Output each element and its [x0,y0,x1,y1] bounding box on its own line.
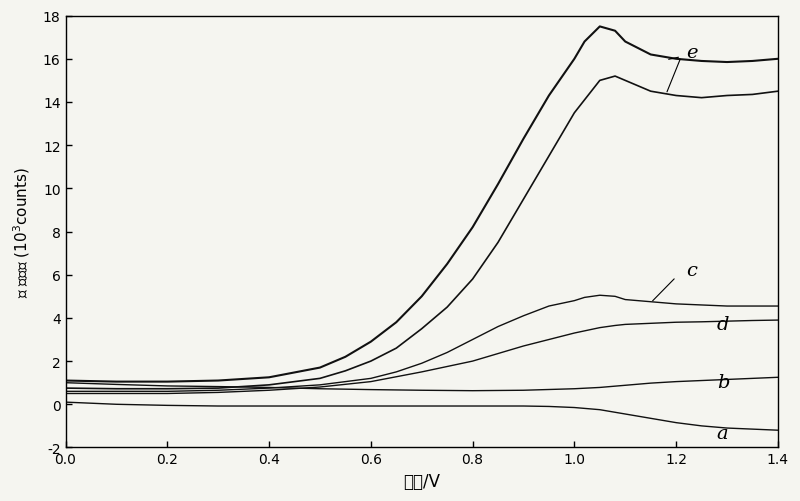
Text: a: a [717,424,729,442]
X-axis label: 电位/V: 电位/V [403,472,440,490]
Text: c: c [686,262,697,280]
Y-axis label: 发 光强度 (10$^3$counts): 发 光强度 (10$^3$counts) [11,167,32,298]
Text: e: e [686,44,698,62]
Text: d: d [717,316,730,334]
Text: b: b [717,373,730,391]
